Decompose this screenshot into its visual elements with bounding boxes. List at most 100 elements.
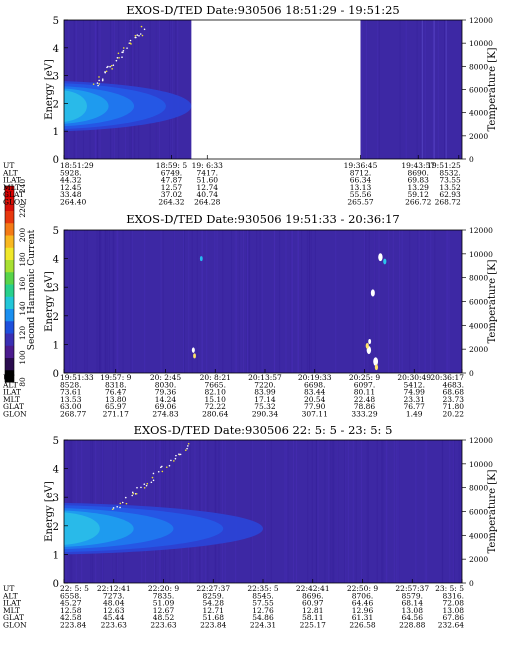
- temperature-trace-point: [131, 494, 134, 497]
- panel-texture: [261, 230, 263, 373]
- table-cell-glon: 223.84: [200, 621, 226, 630]
- table-cell-mlt: 13.29: [407, 183, 429, 192]
- table-cell-ilat: 44.32: [60, 176, 82, 185]
- table-cell-glon: 1.49: [406, 410, 423, 419]
- y-tick-label: 4: [53, 465, 59, 476]
- temperature-trace-point: [131, 491, 134, 494]
- table-cell-ut: 20: 2:45: [150, 373, 182, 382]
- table-cell-alt: 6097.: [354, 380, 375, 389]
- temperature-trace-point: [98, 76, 100, 78]
- panel-texture: [301, 230, 303, 373]
- table-cell-glon: 264.32: [158, 198, 184, 207]
- table-cell-ilat: 66.34: [350, 176, 372, 185]
- temperature-trace-point: [184, 449, 187, 452]
- panel-texture: [247, 230, 249, 373]
- panel-texture: [424, 230, 426, 373]
- row-label-mlt: MLT: [3, 183, 20, 192]
- colorbar-segment: [5, 259, 14, 273]
- emission-spot: [373, 357, 379, 366]
- row-label-glat: GLAT: [3, 613, 24, 622]
- y-tick-label: 0: [53, 369, 59, 380]
- temperature-trace-point: [92, 83, 95, 85]
- table-cell-ut: 20:19:33: [298, 373, 332, 382]
- temperature-trace-point: [152, 479, 155, 482]
- temperature-trace-point: [97, 84, 99, 87]
- table-cell-ut: 20: 8:21: [200, 373, 231, 382]
- panel-texture: [388, 230, 390, 373]
- table-cell-ilat: 69.83: [407, 176, 429, 185]
- panel-texture: [235, 440, 237, 583]
- y-tick-label: 2: [53, 522, 59, 533]
- table-cell-glat: 37.02: [161, 190, 183, 199]
- temperature-trace-point: [152, 472, 155, 475]
- table-cell-mlt: 13.08: [402, 606, 424, 615]
- panel-texture: [453, 440, 455, 583]
- panel-texture: [308, 230, 310, 373]
- panel-texture: [306, 230, 308, 373]
- colorbar-tick-label: 160: [18, 277, 27, 292]
- panel-texture: [265, 440, 267, 583]
- table-cell-alt: 5928.: [60, 168, 81, 177]
- temperature-trace-point: [136, 486, 138, 489]
- panel-texture: [155, 20, 157, 159]
- table-cell-glon: 226.58: [349, 621, 375, 630]
- panel-texture: [251, 440, 253, 583]
- temperature-trace-point: [119, 506, 121, 509]
- y2-axis-label: Temperature [K]: [487, 259, 498, 343]
- panel-texture: [162, 230, 164, 373]
- temperature-trace-point: [122, 49, 125, 52]
- colorbar-segment: [5, 345, 14, 358]
- temperature-trace-point: [140, 25, 143, 28]
- colorbar-segment: [5, 235, 14, 248]
- table-cell-glon: 333.29: [351, 410, 377, 419]
- temperature-trace-point: [146, 482, 149, 485]
- emission-spot: [374, 364, 379, 371]
- colorbar-label: Second Harmonic Current: [27, 229, 37, 350]
- table-cell-alt: 7220.: [254, 380, 275, 389]
- panel-texture: [292, 230, 294, 373]
- panel-texture: [441, 440, 443, 583]
- y2-tick-label: 8000: [469, 274, 488, 283]
- temperature-trace-point: [143, 483, 146, 486]
- panel-texture: [432, 20, 434, 159]
- panel-texture: [131, 230, 133, 373]
- table-cell-ilat: 74.99: [403, 388, 425, 397]
- panel-texture: [386, 440, 388, 583]
- panels: EXOS-D/TED Date:930506 18:51:29 - 19:51:…: [2, 3, 498, 630]
- panel-texture: [122, 230, 124, 373]
- panel-texture: [337, 440, 339, 583]
- table-cell-glat: 62.93: [439, 190, 461, 199]
- panel-texture: [355, 440, 357, 583]
- table-cell-alt: 7665.: [204, 380, 225, 389]
- panel-texture: [248, 230, 250, 373]
- panel-texture: [418, 230, 420, 373]
- panel-texture: [69, 230, 71, 373]
- temperature-trace-point: [161, 470, 164, 473]
- y2-tick-label: 2000: [469, 345, 488, 354]
- table-cell-glon: 223.63: [101, 621, 127, 630]
- table-cell-ilat: 79.36: [155, 388, 177, 397]
- temperature-trace-point: [105, 70, 108, 73]
- table-cell-alt: 8259.: [203, 591, 224, 600]
- panel-texture: [240, 230, 242, 373]
- panel-texture: [224, 440, 226, 583]
- panel-texture: [335, 230, 337, 373]
- colorbar-frame: [4, 185, 15, 383]
- panel-texture: [333, 440, 335, 583]
- temperature-trace-point: [112, 64, 115, 67]
- colorbar-segment: [5, 222, 14, 236]
- panel-texture: [86, 230, 88, 373]
- table-cell-glat: 77.90: [304, 402, 326, 411]
- panel-texture: [284, 440, 286, 583]
- energy-band-layer: [64, 512, 100, 545]
- table-cell-glon: 268.72: [435, 198, 461, 207]
- panel-texture: [202, 230, 204, 373]
- table-cell-alt: 6749.: [161, 168, 182, 177]
- panel-texture: [158, 20, 160, 159]
- panel-texture: [290, 230, 292, 373]
- y2-tick-label: 4000: [469, 531, 488, 540]
- temperature-trace-point: [174, 457, 177, 460]
- table-cell-ut: 18:51:29: [60, 161, 94, 170]
- panel-texture: [446, 230, 448, 373]
- table-cell-mlt: 12.76: [252, 606, 274, 615]
